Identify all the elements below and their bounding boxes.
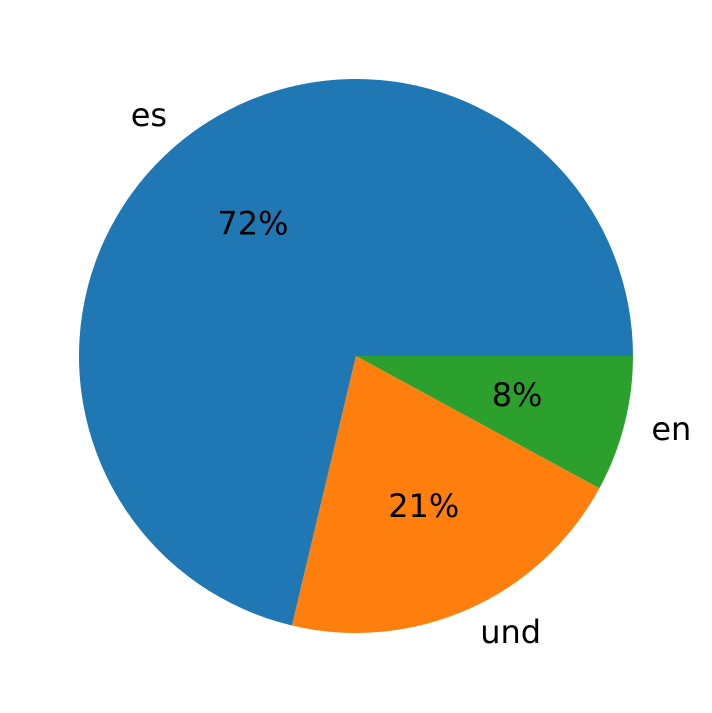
value-label: 21%	[388, 487, 459, 525]
pie-slice	[78, 78, 633, 626]
value-label: 72%	[217, 205, 288, 243]
slice-label: en	[651, 410, 691, 448]
pie-slice	[356, 356, 633, 489]
value-label: 8%	[492, 376, 543, 414]
pie-slice	[291, 356, 600, 633]
slice-label: und	[480, 613, 541, 651]
slice-label: es	[131, 96, 167, 134]
